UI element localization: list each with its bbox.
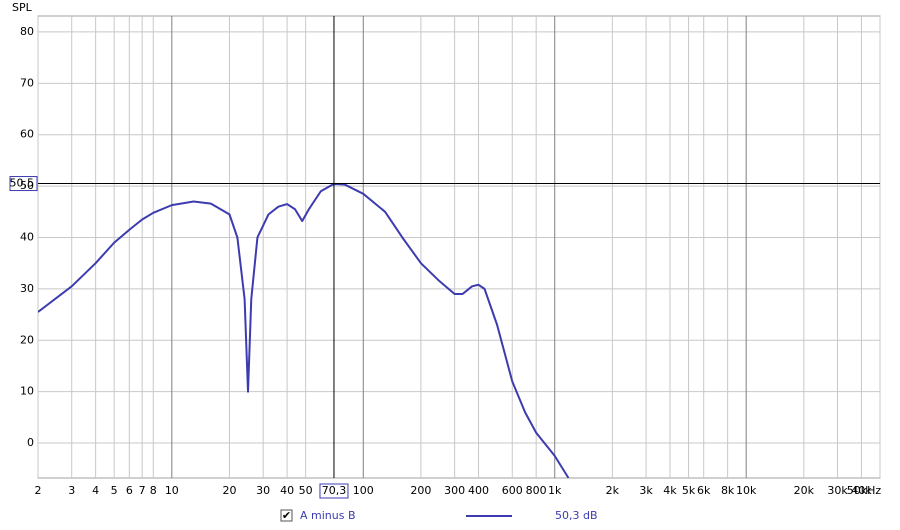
- legend-label: A minus B: [300, 509, 356, 522]
- plot-area: [37, 15, 881, 479]
- x-tick-label: 7: [139, 484, 146, 497]
- x-tick-label: 10k: [736, 484, 757, 497]
- x-tick-label: 600: [502, 484, 523, 497]
- x-tick-label: 5: [111, 484, 118, 497]
- x-tick-label: 20: [222, 484, 236, 497]
- x-tick-label: 20k: [794, 484, 815, 497]
- y-tick-label: 20: [20, 333, 34, 346]
- y-tick-label: 50: [20, 179, 34, 192]
- x-tick-label: 40k: [851, 484, 872, 497]
- x-tick-label: 1k: [548, 484, 562, 497]
- x-tick-label: 3: [68, 484, 75, 497]
- x-tick-label: 8k: [721, 484, 735, 497]
- y-tick-label: 40: [20, 230, 34, 243]
- legend-check-mark: ✔: [282, 509, 291, 522]
- x-tick-label: 4k: [663, 484, 677, 497]
- x-tick-label: 5k: [682, 484, 696, 497]
- x-tick-label: 100: [353, 484, 374, 497]
- legend-checkbox[interactable]: [280, 509, 293, 522]
- x-tick-label: 400: [468, 484, 489, 497]
- y-tick-label: 80: [20, 25, 34, 38]
- x-tick-label: 2: [35, 484, 42, 497]
- cursor-x-box: [319, 483, 349, 499]
- x-tick-label: 6: [126, 484, 133, 497]
- response-curve: [38, 183, 570, 478]
- x-tick-label: 30: [256, 484, 270, 497]
- x-tick-label: 300: [444, 484, 465, 497]
- x-tick-label: 800: [526, 484, 547, 497]
- y-axis-label: SPL: [12, 1, 33, 14]
- x-tick-label: 2k: [606, 484, 620, 497]
- x-tick-label: 4: [92, 484, 99, 497]
- x-tick-label: 50kHz: [847, 484, 882, 497]
- x-tick-label: 40: [280, 484, 294, 497]
- cursor-x-label: 70,3: [322, 484, 347, 497]
- x-tick-label: 6k: [697, 484, 711, 497]
- y-tick-label: 0: [27, 436, 34, 449]
- y-tick-label: 70: [20, 76, 34, 89]
- x-tick-label: 200: [410, 484, 431, 497]
- x-tick-label: 50: [299, 484, 313, 497]
- x-tick-label: 8: [150, 484, 157, 497]
- legend-value: 50,3 dB: [555, 509, 598, 522]
- x-tick-label: 10: [165, 484, 179, 497]
- x-tick-label: 30k: [827, 484, 848, 497]
- y-tick-label: 30: [20, 282, 34, 295]
- x-tick-label: 3k: [639, 484, 653, 497]
- cursor-y-box: [9, 176, 38, 192]
- y-tick-label: 10: [20, 385, 34, 398]
- y-tick-label: 60: [20, 128, 34, 141]
- cursor-y-label: 50,5: [10, 177, 35, 190]
